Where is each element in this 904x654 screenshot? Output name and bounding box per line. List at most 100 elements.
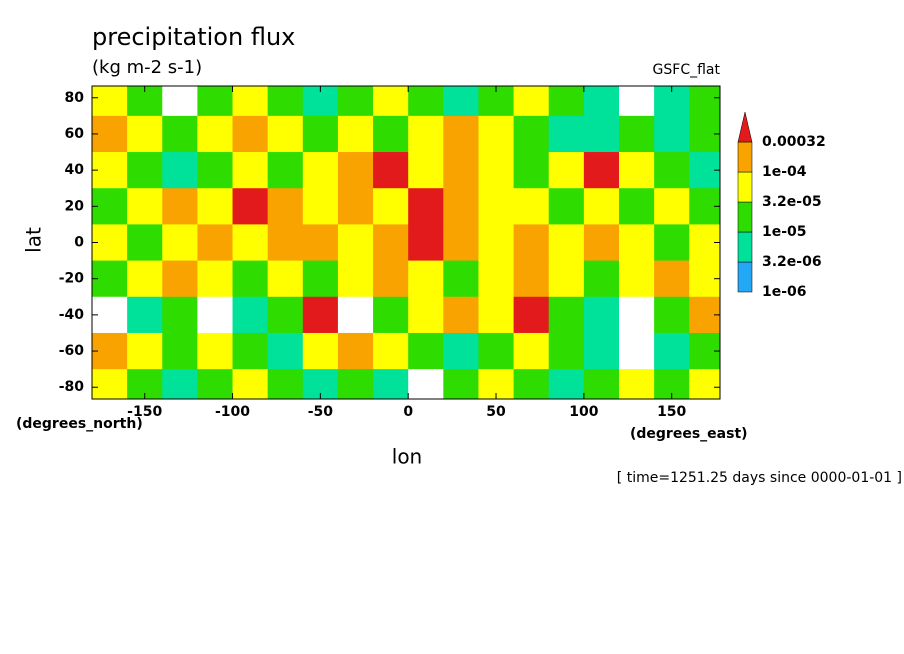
- contour-cell: [337, 152, 374, 189]
- contour-cell: [162, 152, 198, 189]
- contour-cell: [443, 260, 479, 298]
- contour-cell: [408, 188, 444, 225]
- contour-cell: [654, 332, 690, 370]
- contour-cell: [513, 115, 550, 153]
- contour-cell: [162, 332, 198, 370]
- x-tick-label: -100: [215, 404, 250, 420]
- contour-cell: [302, 152, 339, 189]
- contour-cell: [689, 369, 720, 399]
- contour-cell: [548, 260, 585, 298]
- y-tick-label: -60: [59, 343, 85, 359]
- contour-cell: [127, 115, 163, 153]
- contour-cell: [583, 188, 620, 225]
- contour-cell: [197, 152, 234, 189]
- contour-cell: [408, 332, 444, 370]
- contour-cell: [337, 369, 374, 399]
- contour-cell: [548, 296, 585, 334]
- contour-cell: [548, 152, 585, 189]
- contour-cell: [232, 332, 269, 370]
- contour-cell: [127, 332, 163, 370]
- contour-cell: [267, 260, 304, 298]
- contour-cell: [337, 296, 374, 334]
- contour-cell: [443, 86, 479, 117]
- contour-cell: [232, 86, 269, 117]
- y-tick-label: -80: [59, 379, 85, 395]
- chart-title: precipitation flux: [92, 23, 295, 51]
- contour-cell: [92, 86, 128, 117]
- contour-cell: [337, 115, 374, 153]
- x-tick-label: -50: [308, 404, 334, 420]
- contour-cell: [162, 86, 198, 117]
- contour-cell: [302, 369, 339, 399]
- contour-cell: [583, 369, 620, 399]
- contour-cell: [408, 369, 444, 399]
- contour-cell: [443, 152, 479, 189]
- annotation: GSFC_flat: [653, 62, 721, 78]
- contour-cell: [127, 260, 163, 298]
- contour-cell: [583, 260, 620, 298]
- contour-cell: [513, 224, 550, 262]
- contour-cell: [443, 332, 479, 370]
- contour-cell: [513, 188, 550, 225]
- contour-cell: [162, 188, 198, 225]
- colorbar-label: 1e-04: [762, 164, 807, 180]
- y-tick-label: 0: [74, 235, 84, 251]
- contour-cell: [162, 369, 198, 399]
- contour-cell: [478, 332, 515, 370]
- contour-cell: [302, 86, 339, 117]
- contour-cell: [373, 224, 409, 262]
- contour-cell: [548, 332, 585, 370]
- contour-cell: [337, 260, 374, 298]
- contour-cell: [337, 224, 374, 262]
- contour-cell: [548, 188, 585, 225]
- contour-cell: [513, 86, 550, 117]
- contour-cell: [127, 296, 163, 334]
- contour-cell: [197, 296, 234, 334]
- contour-cell: [197, 332, 234, 370]
- contour-cell: [654, 260, 690, 298]
- y-axis-label: lat: [22, 227, 46, 253]
- contour-cell: [162, 260, 198, 298]
- contour-cell: [408, 86, 444, 117]
- contour-cell: [583, 152, 620, 189]
- colorbar-label: 3.2e-06: [762, 254, 822, 270]
- contour-cell: [267, 86, 304, 117]
- contour-cell: [302, 332, 339, 370]
- contour-cell: [337, 86, 374, 117]
- contour-cell: [583, 115, 620, 153]
- contour-cell: [373, 296, 409, 334]
- colorbar-band: [737, 141, 753, 173]
- contour-cell: [478, 369, 515, 399]
- contour-cell: [443, 296, 479, 334]
- contour-cell: [162, 224, 198, 262]
- contour-cell: [373, 152, 409, 189]
- colorbar-extension: [737, 111, 753, 143]
- contour-cell: [267, 224, 304, 262]
- contour-cell: [618, 224, 655, 262]
- x-tick-label: 150: [657, 404, 686, 420]
- contour-cell: [162, 296, 198, 334]
- contour-cell: [443, 369, 479, 399]
- contour-cell: [127, 86, 163, 117]
- contour-cell: [373, 115, 409, 153]
- y-tick-label: 20: [65, 198, 85, 214]
- contour-cell: [92, 369, 128, 399]
- y-tick-label: -40: [59, 307, 85, 323]
- x-tick-label: 50: [486, 404, 506, 420]
- contour-cell: [267, 188, 304, 225]
- contour-cell: [127, 188, 163, 225]
- chart-subtitle: (kg m-2 s-1): [92, 57, 202, 78]
- contour-cell: [548, 369, 585, 399]
- x-units: (degrees_east): [630, 426, 748, 442]
- x-axis-label: lon: [392, 445, 422, 469]
- contour-cell: [654, 369, 690, 399]
- contour-cell: [513, 152, 550, 189]
- contour-cell: [232, 224, 269, 262]
- contour-cell: [232, 296, 269, 334]
- contour-cell: [618, 152, 655, 189]
- contour-cell: [127, 152, 163, 189]
- contour-cell: [373, 332, 409, 370]
- y-units: (degrees_north): [16, 416, 143, 432]
- colorbar-label: 3.2e-05: [762, 194, 822, 210]
- colorbar-band: [737, 261, 753, 293]
